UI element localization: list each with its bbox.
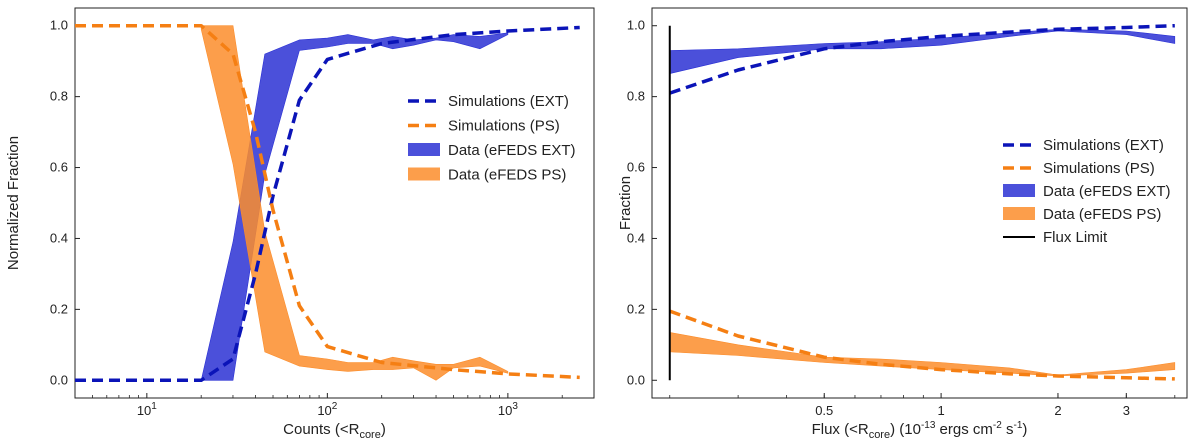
x-tick-label: 103: [498, 401, 518, 418]
line-simulations-ps: [669, 309, 1175, 381]
line-simulations-ext: [669, 23, 1175, 95]
legend-label: Simulations (EXT): [448, 93, 569, 110]
y-tick-label: 0.0: [627, 372, 645, 387]
y-tick-label: 0.6: [627, 160, 645, 175]
x-tick-label: 3: [1123, 403, 1130, 418]
y-tick-label: 0.2: [50, 301, 68, 316]
legend-label: Data (eFEDS PS): [1043, 206, 1161, 223]
y-tick-label: 0.8: [50, 89, 68, 104]
x-tick-label: 2: [1054, 403, 1061, 418]
y-tick-label: 0.8: [627, 89, 645, 104]
y-tick-label: 1.0: [50, 18, 68, 33]
y-axis-label: Normalized Fraction: [5, 136, 22, 270]
x-tick-label: 1: [937, 403, 944, 418]
band-data-efeds-ext: [669, 28, 1176, 74]
y-tick-label: 0.4: [50, 230, 68, 245]
y-tick-label: 0.0: [50, 372, 68, 387]
band-data-efeds-ps: [200, 25, 509, 381]
legend-label: Data (eFEDS PS): [448, 167, 566, 184]
legend-label: Flux Limit: [1043, 229, 1108, 246]
legend-label: Simulations (EXT): [1043, 137, 1164, 154]
legend: Simulations (EXT) Simulations (PS) Data (e…: [1003, 137, 1171, 246]
band-data-efeds-ext: [200, 32, 509, 381]
plot-frame: [651, 7, 1188, 399]
legend-label: Simulations (PS): [448, 118, 560, 135]
legend-label: Simulations (PS): [1043, 160, 1155, 177]
y-axis-label: Fraction: [617, 176, 634, 230]
y-tick-label: 0.6: [50, 160, 68, 175]
line-simulations-ext: [75, 25, 580, 383]
legend-swatch: [408, 143, 440, 156]
chart-panel-1: 0.0 0.2 0.4 0.6 0.8 1.0 101 102 103 Normalized Fr…: [5, 7, 595, 441]
x-axis-label: Flux (<Rcore) (10-13 ergs cm-2 s-1): [812, 420, 1028, 441]
y-tick-label: 0.4: [627, 230, 645, 245]
legend-swatch: [408, 167, 440, 181]
x-tick-label: 0.5: [815, 403, 833, 418]
x-axis-label: Counts (<Rcore): [283, 421, 386, 441]
legend-label: Data (eFEDS EXT): [448, 142, 576, 159]
plot-frame: [74, 7, 595, 399]
legend-swatch: [1003, 207, 1035, 220]
legend: Simulations (EXT) Simulations (PS) Data (e…: [408, 93, 576, 184]
x-tick-label: 102: [317, 401, 337, 418]
chart-panel-2: 0.0 0.2 0.4 0.6 0.8 1.0 0.5 1 2 3 Fraction Flux (<R…: [617, 7, 1188, 441]
legend-label: Data (eFEDS EXT): [1043, 183, 1171, 200]
line-simulations-ps: [75, 23, 580, 380]
legend-swatch: [1003, 184, 1035, 197]
y-tick-label: 0.2: [627, 301, 645, 316]
x-tick-label: 101: [137, 401, 157, 418]
y-tick-label: 1.0: [627, 18, 645, 33]
